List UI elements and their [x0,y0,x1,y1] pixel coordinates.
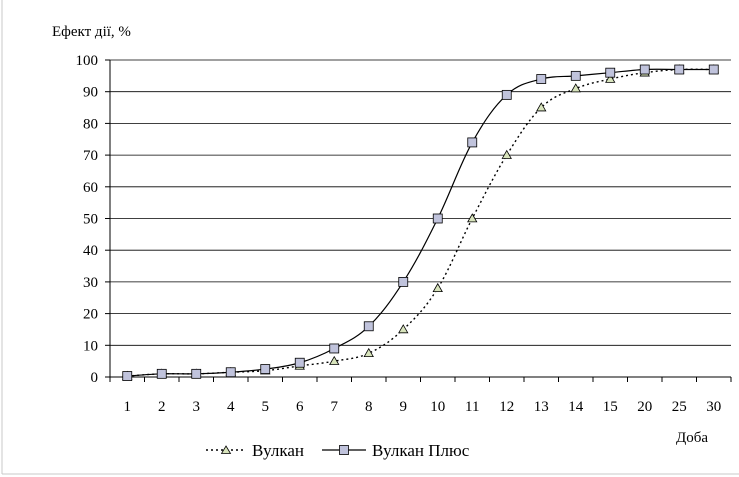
x-tick-label-20: 20 [637,399,652,415]
y-tick-label-60: 60 [83,180,98,196]
x-tick-label-12: 12 [499,399,514,415]
x-tick-label-4: 4 [227,399,235,415]
data-point-vulkan-8 [363,347,374,358]
legend-marker-vulkan-plus [339,445,349,455]
data-point-vulkan-14 [570,83,581,93]
data-point-vulkan-13 [536,102,547,112]
data-point-vulkan-plus-10 [432,213,443,224]
x-tick-label-8: 8 [365,399,373,415]
x-tick-label-10: 10 [430,399,445,415]
y-tick-label-10: 10 [83,338,98,354]
x-tick-label-5: 5 [262,399,270,415]
data-point-vulkan-plus-8 [363,321,374,332]
y-tick-label-70: 70 [83,148,98,164]
y-tick-label-20: 20 [83,307,98,323]
legend-item-vulkan: Вулкан [206,441,304,460]
data-point-vulkan-plus-20 [639,64,650,75]
legend-label-vulkan: Вулкан [252,441,304,460]
x-tick-label-11: 11 [465,399,479,415]
x-tick-label-7: 7 [331,399,339,415]
data-point-vulkan-plus-5 [260,364,271,374]
data-point-vulkan-7 [329,355,340,365]
x-axis-label: Доба [676,430,708,446]
x-tick-label-30: 30 [706,399,721,415]
x-tick-label-1: 1 [124,399,132,415]
axes [105,59,732,382]
series-markers [122,64,719,381]
data-point-vulkan-plus-7 [329,343,340,354]
x-tick-label-6: 6 [296,399,304,415]
legend-label-vulkan-plus: Вулкан Плюс [372,441,470,460]
data-point-vulkan-plus-11 [467,137,478,148]
legend-marker-vulkan [220,445,232,454]
data-point-vulkan-15 [605,73,616,83]
data-point-vulkan-12 [501,149,512,159]
x-tick-label-25: 25 [672,399,687,415]
x-tick-label-15: 15 [603,399,618,415]
data-point-vulkan-plus-4 [225,367,236,378]
data-point-vulkan-plus-2 [156,368,167,379]
y-tick-label-30: 30 [83,275,98,291]
y-tick-label-50: 50 [83,212,98,228]
data-point-vulkan-10 [432,282,443,293]
y-axis-label: Ефект дії, % [52,24,131,40]
data-point-vulkan-plus-12 [501,89,512,100]
grid-lines [110,59,731,346]
x-tick-labels: 1 2 3 4 5 6 7 8 9 10 11 12 13 14 15 20 25 30 [124,399,722,415]
data-point-vulkan-plus-14 [570,70,581,81]
y-tick-label-90: 90 [83,85,98,101]
data-point-vulkan-11 [467,213,478,223]
legend: Вулкан Вулкан Плюс [206,441,470,460]
data-point-vulkan-plus-3 [191,368,202,379]
x-tick-label-3: 3 [193,399,201,415]
y-tick-label-80: 80 [83,116,98,132]
y-tick-label-40: 40 [83,243,98,259]
y-tick-labels: 0 10 20 30 40 50 60 70 80 90 100 [76,53,99,386]
data-point-vulkan-plus-1 [122,371,133,381]
x-tick-label-14: 14 [568,399,584,415]
x-tick-label-13: 13 [534,399,549,415]
y-tick-label-100: 100 [76,53,99,69]
legend-item-vulkan-plus: Вулкан Плюс [322,441,470,460]
x-tick-label-9: 9 [400,399,408,415]
data-point-vulkan-plus-6 [294,357,305,368]
data-point-vulkan-plus-30 [708,64,719,75]
data-point-vulkan-plus-9 [398,276,409,287]
y-tick-label-0: 0 [91,370,99,386]
data-point-vulkan-9 [398,324,409,334]
data-point-vulkan-plus-13 [536,74,547,84]
data-point-vulkan-plus-25 [674,64,685,75]
x-tick-label-2: 2 [158,399,166,415]
data-point-vulkan-plus-15 [605,67,616,78]
